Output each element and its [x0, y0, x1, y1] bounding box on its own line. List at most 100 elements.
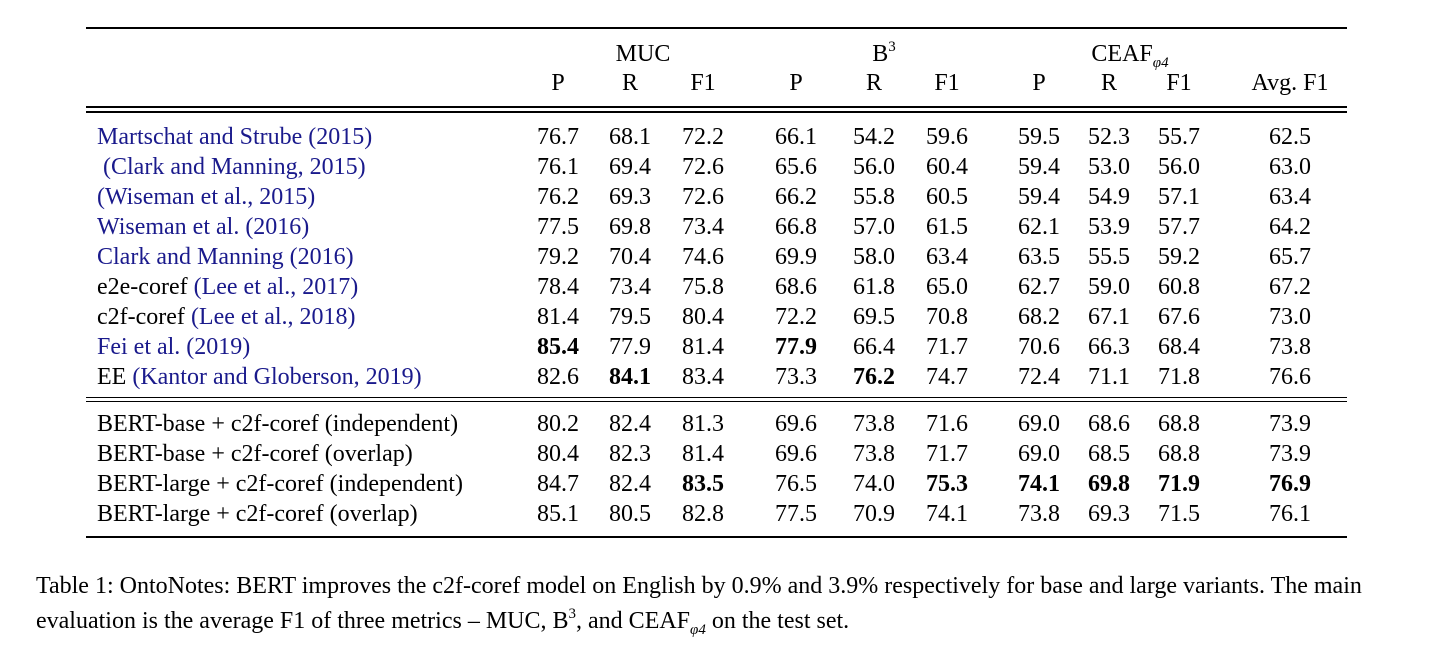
table-cell: 73.8	[1018, 501, 1060, 527]
table-cell: 69.0	[1018, 441, 1060, 467]
b3-base: B	[872, 41, 889, 67]
table-cell: 77.9	[609, 334, 651, 360]
citation-link[interactable]: Wiseman et al. (2016)	[97, 214, 310, 240]
table-cell: 67.6	[1158, 304, 1200, 330]
table-cell: 71.8	[1158, 364, 1200, 390]
citation-link[interactable]: (Lee et al., 2018)	[190, 304, 356, 330]
table-cell: 66.1	[775, 124, 817, 150]
column-header: P	[551, 70, 565, 96]
table-cell: 65.0	[926, 274, 968, 300]
bottom-rule	[86, 536, 1347, 538]
table-cell: 72.6	[682, 154, 724, 180]
citation-link[interactable]: (Lee et al., 2017)	[193, 274, 359, 300]
row-label: Clark and Manning (2016)	[97, 242, 354, 272]
model-name: BERT-base + c2f-coref (independent)	[97, 411, 459, 437]
table-cell: 59.4	[1018, 184, 1060, 210]
table-cell: 66.3	[1088, 334, 1130, 360]
group-header-ceaf: CEAFφ4	[1091, 39, 1169, 71]
table-cell: 60.5	[926, 184, 968, 210]
table-cell: 83.5	[682, 471, 724, 497]
table-cell: 66.4	[853, 334, 895, 360]
table-cell: 76.9	[1269, 471, 1311, 497]
table-caption: Table 1: OntoNotes: BERT improves the c2…	[36, 569, 1416, 639]
ceaf-subscript: φ4	[1152, 55, 1169, 71]
table-cell: 73.3	[775, 364, 817, 390]
table-cell: 59.6	[926, 124, 968, 150]
table-cell: 71.7	[926, 334, 968, 360]
column-header: F1	[690, 70, 716, 96]
header-double-rule-lower	[86, 111, 1347, 113]
table-cell: 63.4	[926, 244, 968, 270]
table-cell: 73.9	[1269, 441, 1311, 467]
column-header: P	[789, 70, 803, 96]
table-cell: 84.7	[537, 471, 579, 497]
row-label: EE (Kantor and Globerson, 2019)	[97, 362, 422, 392]
table-cell: 74.1	[1018, 471, 1060, 497]
table-cell: 82.3	[609, 441, 651, 467]
column-header: F1	[934, 70, 960, 96]
table-cell: 58.0	[853, 244, 895, 270]
citation-link[interactable]: (Clark and Manning, 2015)	[97, 154, 366, 180]
table-cell: 69.6	[775, 441, 817, 467]
table-cell: 57.1	[1158, 184, 1200, 210]
ceaf-base: CEAF	[1091, 41, 1153, 67]
table-cell: 81.4	[682, 441, 724, 467]
table-cell: 70.6	[1018, 334, 1060, 360]
table-cell: 76.6	[1269, 364, 1311, 390]
table-cell: 55.5	[1088, 244, 1130, 270]
table-cell: 69.4	[609, 154, 651, 180]
table-cell: 73.4	[682, 214, 724, 240]
table-cell: 74.6	[682, 244, 724, 270]
citation-link[interactable]: Clark and Manning (2016)	[97, 244, 354, 270]
table-cell: 68.1	[609, 124, 651, 150]
table-cell: 63.0	[1269, 154, 1311, 180]
model-name: BERT-large + c2f-coref (overlap)	[97, 501, 418, 527]
row-label: Martschat and Strube (2015)	[97, 122, 372, 152]
table-cell: 68.8	[1158, 411, 1200, 437]
citation-link[interactable]: Fei et al. (2019)	[97, 334, 251, 360]
caption-subscript: φ4	[690, 622, 706, 638]
model-name: BERT-large + c2f-coref (independent)	[97, 471, 463, 497]
table-cell: 57.7	[1158, 214, 1200, 240]
table-cell: 75.8	[682, 274, 724, 300]
model-name: e2e-coref	[97, 274, 194, 300]
table-cell: 73.8	[853, 441, 895, 467]
row-label: e2e-coref (Lee et al., 2017)	[97, 272, 358, 302]
table-cell: 62.7	[1018, 274, 1060, 300]
row-label: (Clark and Manning, 2015)	[97, 152, 366, 182]
table-cell: 81.4	[537, 304, 579, 330]
table-cell: 79.5	[609, 304, 651, 330]
table-cell: 70.9	[853, 501, 895, 527]
table-cell: 69.0	[1018, 411, 1060, 437]
table-cell: 79.2	[537, 244, 579, 270]
citation-link[interactable]: Martschat and Strube (2015)	[97, 124, 373, 150]
table-cell: 77.5	[537, 214, 579, 240]
table-cell: 63.4	[1269, 184, 1311, 210]
citation-link[interactable]: (Wiseman et al., 2015)	[97, 184, 316, 210]
table-cell: 73.0	[1269, 304, 1311, 330]
section-rule-lower	[86, 401, 1347, 402]
citation-link[interactable]: (Kantor and Globerson, 2019)	[132, 364, 422, 390]
table-cell: 53.9	[1088, 214, 1130, 240]
table-cell: 72.2	[682, 124, 724, 150]
table-cell: 54.2	[853, 124, 895, 150]
table-cell: 62.5	[1269, 124, 1311, 150]
b3-superscript: 3	[888, 39, 896, 55]
table-cell: 59.0	[1088, 274, 1130, 300]
table-cell: 74.1	[926, 501, 968, 527]
column-header: Avg. F1	[1251, 70, 1329, 96]
table-cell: 74.0	[853, 471, 895, 497]
model-name: c2f-coref	[97, 304, 191, 330]
table-cell: 82.8	[682, 501, 724, 527]
table-cell: 59.2	[1158, 244, 1200, 270]
table-cell: 72.2	[775, 304, 817, 330]
caption-text-2: , and CEAF	[576, 608, 691, 634]
table-cell: 55.7	[1158, 124, 1200, 150]
table-cell: 71.1	[1088, 364, 1130, 390]
table-cell: 74.7	[926, 364, 968, 390]
row-label: BERT-large + c2f-coref (independent)	[97, 469, 463, 499]
table-cell: 72.4	[1018, 364, 1060, 390]
table-cell: 64.2	[1269, 214, 1311, 240]
table-cell: 59.4	[1018, 154, 1060, 180]
table-cell: 61.8	[853, 274, 895, 300]
